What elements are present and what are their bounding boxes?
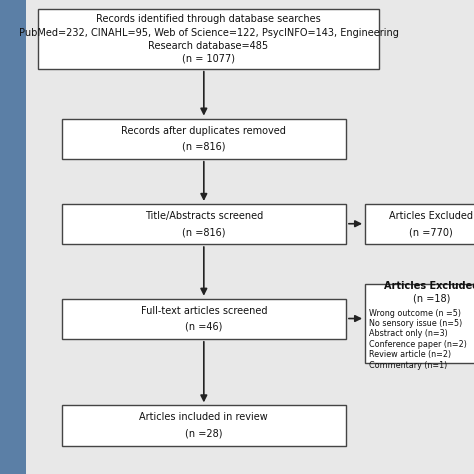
Text: (n = 1077): (n = 1077)	[182, 54, 235, 64]
Text: Conference paper (n=2): Conference paper (n=2)	[369, 340, 466, 349]
Text: (n =18): (n =18)	[413, 294, 450, 304]
FancyBboxPatch shape	[62, 299, 346, 339]
FancyBboxPatch shape	[38, 9, 379, 69]
Text: Abstract only (n=3): Abstract only (n=3)	[369, 329, 447, 338]
Text: Full-text articles screened: Full-text articles screened	[141, 306, 267, 316]
Text: Records after duplicates removed: Records after duplicates removed	[121, 126, 286, 136]
FancyBboxPatch shape	[62, 405, 346, 446]
FancyBboxPatch shape	[365, 204, 474, 244]
Text: Commentary (n=1): Commentary (n=1)	[369, 361, 447, 370]
Text: Review article (n=2): Review article (n=2)	[369, 350, 451, 359]
Text: Articles Excluded: Articles Excluded	[384, 281, 474, 291]
Text: No sensory issue (n=5): No sensory issue (n=5)	[369, 319, 462, 328]
Text: (n =816): (n =816)	[182, 227, 226, 237]
Text: (n =46): (n =46)	[185, 322, 222, 332]
Text: PubMed=232, CINAHL=95, Web of Science=122, PsycINFO=143, Engineering: PubMed=232, CINAHL=95, Web of Science=12…	[18, 27, 399, 37]
Bar	[0, 0, 26, 474]
Text: Records identified through database searches: Records identified through database sear…	[96, 14, 321, 24]
Text: Research database=485: Research database=485	[148, 41, 269, 51]
FancyBboxPatch shape	[62, 204, 346, 244]
Text: (n =770): (n =770)	[410, 227, 453, 237]
Text: (n =28): (n =28)	[185, 428, 223, 438]
FancyBboxPatch shape	[365, 284, 474, 363]
Text: Title/Abstracts screened: Title/Abstracts screened	[145, 211, 263, 221]
FancyBboxPatch shape	[62, 118, 346, 159]
Text: Articles included in review: Articles included in review	[139, 412, 268, 422]
Text: (n =816): (n =816)	[182, 142, 226, 152]
Text: Wrong outcome (n =5): Wrong outcome (n =5)	[369, 309, 461, 318]
Text: Articles Excluded: Articles Excluded	[389, 211, 474, 221]
